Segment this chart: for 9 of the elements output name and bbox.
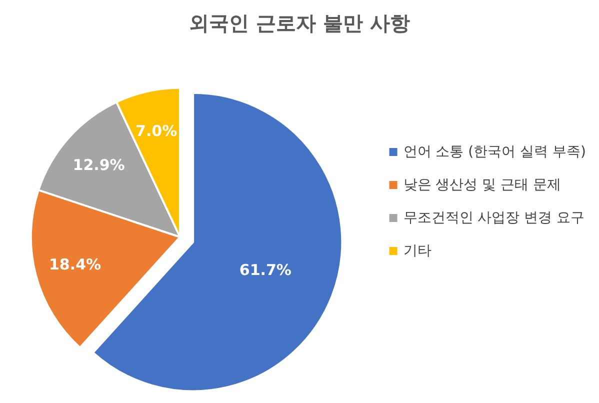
legend-label: 기타: [403, 243, 432, 259]
legend-label: 무조건적인 사업장 변경 요구: [403, 210, 585, 226]
data-label: 7.0%: [136, 122, 178, 140]
legend-label: 낮은 생산성 및 근태 문제: [403, 177, 562, 193]
data-label: 18.4%: [48, 256, 102, 274]
data-label: 12.9%: [72, 156, 125, 174]
data-label: 61.7%: [239, 260, 292, 279]
chart-title: 외국인 근로자 불만 사항: [189, 11, 410, 35]
legend-label: 언어 소통 (한국어 실력 부족): [403, 144, 586, 160]
